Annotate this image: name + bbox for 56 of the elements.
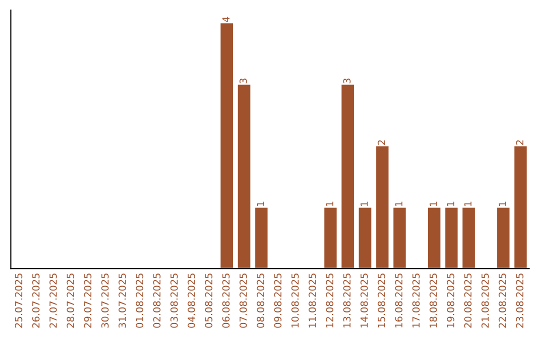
x-tick-label: 25.07.2025 bbox=[14, 274, 22, 328]
x-tick-label: 06.08.2025 bbox=[222, 274, 230, 328]
x-tick-label: 30.07.2025 bbox=[101, 274, 109, 328]
bar bbox=[444, 206, 460, 269]
x-tick-label: 08.08.2025 bbox=[256, 274, 264, 328]
data-label: 1 bbox=[395, 202, 402, 206]
x-tick-label: 18.08.2025 bbox=[430, 274, 437, 328]
x-tick-label: 23.08.2025 bbox=[516, 274, 524, 328]
bar bbox=[426, 206, 442, 269]
x-tick-label: 11.08.2025 bbox=[308, 274, 316, 328]
x-tick-label: 03.08.2025 bbox=[170, 274, 178, 328]
bar bbox=[322, 206, 338, 269]
x-tick-label: 05.08.2025 bbox=[204, 274, 212, 328]
data-label: 1 bbox=[464, 202, 472, 206]
data-label: 1 bbox=[326, 202, 334, 206]
data-label: 4 bbox=[222, 16, 230, 22]
x-tick-label: 19.08.2025 bbox=[446, 274, 454, 328]
data-label: 1 bbox=[447, 202, 454, 206]
bar bbox=[512, 144, 528, 269]
x-tick-label: 14.08.2025 bbox=[360, 274, 368, 328]
x-tick-label: 15.08.2025 bbox=[378, 274, 386, 328]
data-label: 2 bbox=[378, 140, 386, 145]
x-tick-label: 31.07.2025 bbox=[118, 274, 126, 328]
x-tick-label: 16.08.2025 bbox=[395, 274, 402, 328]
data-label: 1 bbox=[498, 202, 506, 206]
x-tick-label: 17.08.2025 bbox=[412, 274, 420, 328]
x-tick-label: 27.07.2025 bbox=[49, 274, 57, 328]
data-label: 3 bbox=[343, 78, 351, 84]
x-tick-label: 26.07.2025 bbox=[32, 274, 40, 328]
x-tick-label: 12.08.2025 bbox=[326, 274, 334, 328]
data-label: 3 bbox=[240, 78, 247, 84]
x-tick-label: 29.07.2025 bbox=[84, 274, 92, 328]
data-label: 1 bbox=[256, 202, 264, 206]
bar bbox=[236, 83, 252, 269]
bar bbox=[374, 144, 390, 269]
x-tick-label: 13.08.2025 bbox=[343, 274, 351, 328]
data-label: 1 bbox=[430, 202, 437, 206]
data-label: 1 bbox=[360, 202, 368, 206]
bar bbox=[254, 206, 269, 269]
x-tick-label: 20.08.2025 bbox=[464, 274, 472, 328]
data-label: 2 bbox=[516, 140, 524, 145]
x-tick-label: 28.07.2025 bbox=[66, 274, 74, 328]
bar bbox=[340, 83, 356, 269]
x-tick-label: 21.08.2025 bbox=[481, 274, 489, 328]
x-tick-label: 02.08.2025 bbox=[153, 274, 160, 328]
bar bbox=[357, 206, 373, 269]
x-tick-label: 09.08.2025 bbox=[274, 274, 282, 328]
x-tick-label: 07.08.2025 bbox=[240, 274, 247, 328]
x-tick-label: 01.08.2025 bbox=[136, 274, 144, 328]
x-tick-label: 22.08.2025 bbox=[498, 274, 506, 328]
x-tick-label: 10.08.2025 bbox=[291, 274, 299, 328]
bar bbox=[461, 206, 476, 269]
bar bbox=[496, 206, 511, 269]
bar bbox=[219, 22, 234, 269]
bar bbox=[392, 206, 408, 269]
x-tick-label: 04.08.2025 bbox=[188, 274, 196, 328]
